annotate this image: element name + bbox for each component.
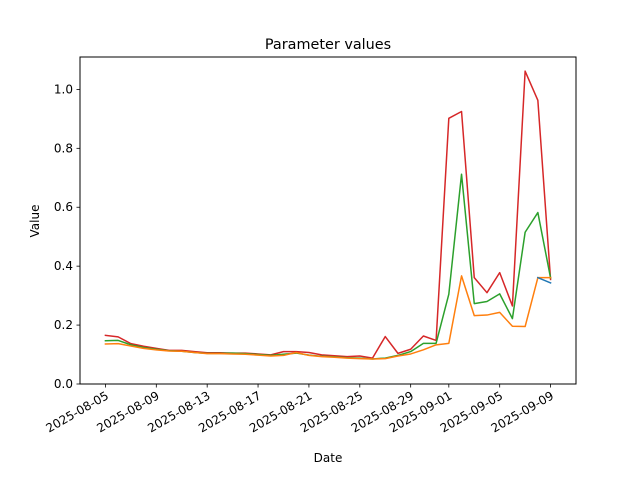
y-tick-label: 0.0 [54,377,73,391]
y-tick-label: 1.0 [54,82,73,96]
series-line-3 [104,275,552,360]
x-axis-label: Date [314,451,343,465]
y-axis-label: Value [28,205,42,238]
y-axis: 0.0 0.2 0.4 0.6 0.8 1.0 [54,82,80,391]
series-line-1 [104,70,552,359]
y-tick-label: 0.6 [54,200,73,214]
series-layer [104,70,552,360]
y-tick-label: 0.8 [54,141,73,155]
series-line-4 [536,276,552,284]
chart-title: Parameter values [265,37,391,53]
y-tick-label: 0.4 [54,259,73,273]
y-tick-label: 0.2 [54,318,73,332]
plot-frame [79,56,577,385]
